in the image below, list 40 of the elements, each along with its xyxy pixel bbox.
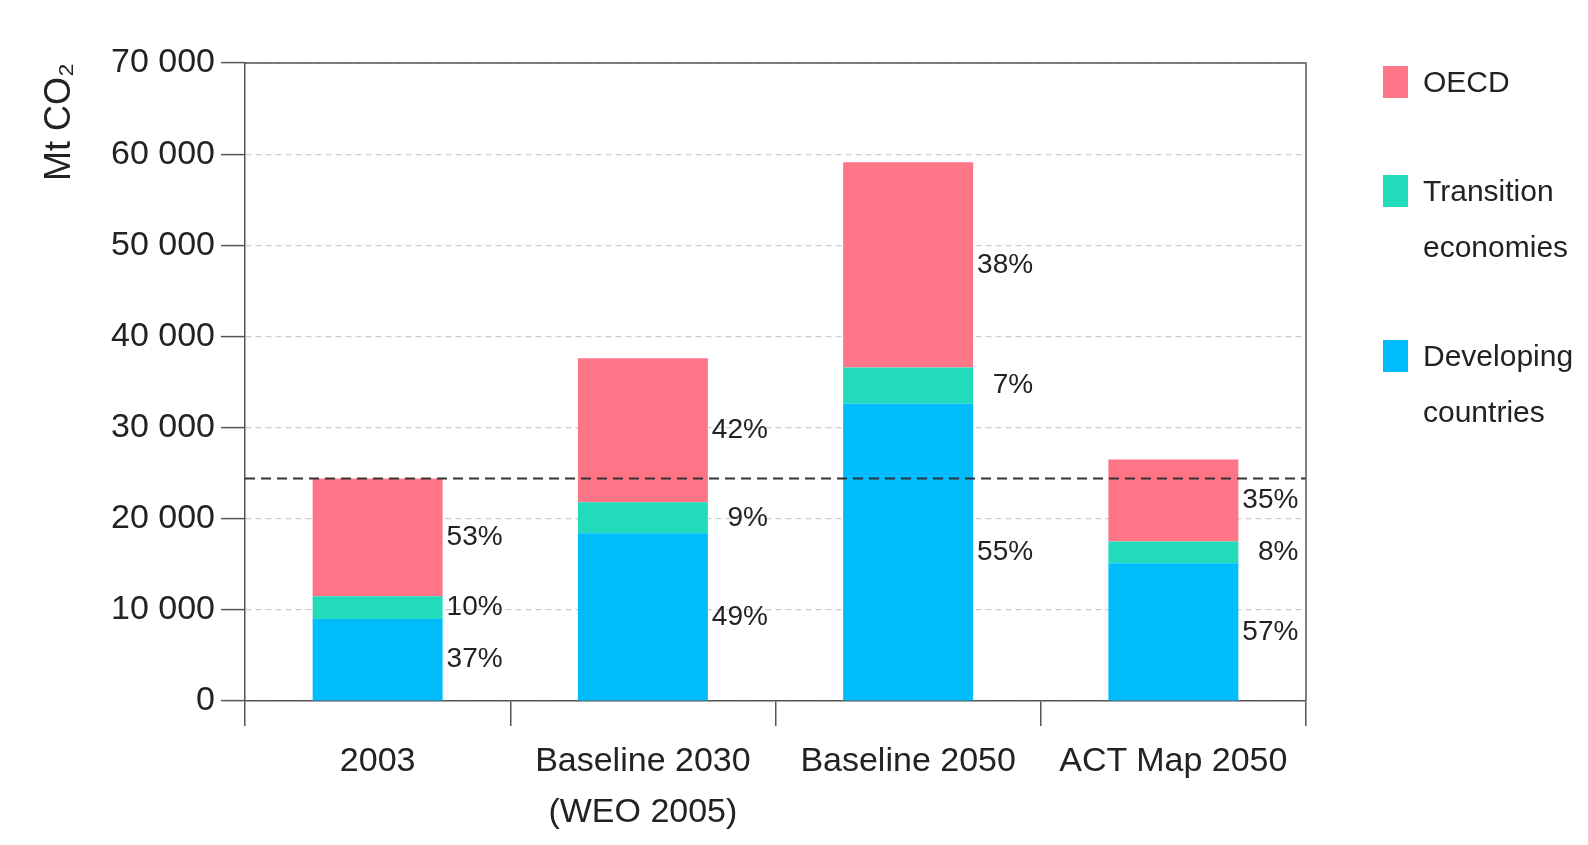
y-tick-label: 30 000	[111, 405, 215, 444]
y-axis-title: Mt CO₂	[36, 63, 78, 181]
bar	[843, 403, 974, 701]
annotation: 7%	[992, 368, 1034, 400]
y-tick-label: 20 000	[111, 497, 215, 536]
annotation: 37%	[446, 642, 503, 674]
x-tick-label: Baseline 2030 (WEO 2005)	[535, 739, 751, 829]
bar	[1108, 541, 1239, 564]
y-tick-label: 60 000	[111, 132, 215, 171]
bar	[843, 162, 974, 368]
annotation: 42%	[711, 413, 768, 445]
annotation: 49%	[711, 599, 768, 631]
bar	[312, 618, 443, 701]
legend-label: Transition economies	[1423, 174, 1569, 264]
legend-label: OECD	[1423, 65, 1510, 99]
x-tick-label: Baseline 2050	[800, 739, 1016, 778]
annotation: 35%	[1242, 483, 1299, 515]
y-tick-label: 50 000	[111, 223, 215, 262]
bar	[577, 358, 708, 503]
annotation: 55%	[977, 534, 1034, 566]
legend-label: Developing countries	[1423, 339, 1574, 429]
bar	[1108, 459, 1239, 542]
bar	[843, 367, 974, 404]
y-tick-label: 10 000	[111, 588, 215, 627]
annotation: 53%	[446, 520, 503, 552]
annotation: 38%	[977, 247, 1034, 279]
annotation: 57%	[1242, 614, 1299, 646]
y-tick-label: 40 000	[111, 314, 215, 353]
x-tick-label: 2003	[339, 739, 416, 778]
y-tick-label: 70 000	[111, 41, 215, 80]
x-tick-label: ACT Map 2050	[1059, 739, 1288, 778]
y-tick-label: 0	[196, 679, 215, 718]
bar	[1108, 563, 1239, 701]
bar	[312, 478, 443, 597]
annotation: 10%	[446, 590, 503, 622]
annotation: 9%	[727, 500, 768, 532]
bar	[312, 596, 443, 619]
bar	[577, 502, 708, 534]
annotation: 8%	[1257, 535, 1299, 567]
bar	[577, 533, 708, 701]
